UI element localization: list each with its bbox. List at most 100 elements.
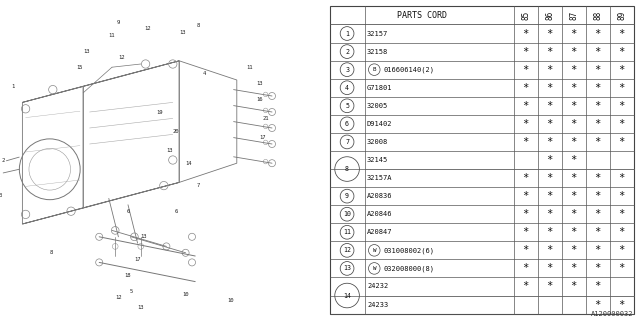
Text: *: * [618,119,625,129]
Text: *: * [547,119,553,129]
Text: *: * [570,263,577,273]
Text: *: * [547,245,553,255]
Text: *: * [522,83,529,93]
Text: *: * [522,47,529,57]
Text: 7: 7 [196,183,200,188]
Text: 11: 11 [246,65,253,70]
Text: *: * [547,28,553,38]
Text: *: * [618,101,625,111]
Text: *: * [595,209,601,219]
Text: *: * [595,173,601,183]
Text: G71801: G71801 [367,85,392,91]
Text: *: * [618,300,625,309]
Text: 9: 9 [345,193,349,199]
Text: *: * [522,227,529,237]
Text: 17: 17 [259,135,266,140]
Text: 3: 3 [0,193,2,198]
Text: *: * [595,65,601,75]
Text: *: * [570,83,577,93]
Text: 4: 4 [345,85,349,91]
Text: W: W [372,248,376,253]
Text: *: * [595,245,601,255]
Text: 12: 12 [115,295,122,300]
Text: 10: 10 [182,292,189,297]
Text: 16: 16 [256,97,262,102]
Text: 3: 3 [345,67,349,73]
Text: 12: 12 [118,55,125,60]
Text: *: * [570,47,577,57]
Text: B: B [372,67,376,72]
Text: *: * [547,155,553,165]
Text: 32157A: 32157A [367,175,392,181]
Text: 18: 18 [125,273,131,278]
Text: *: * [570,173,577,183]
Text: *: * [595,28,601,38]
Text: 89: 89 [617,11,626,20]
Text: 86: 86 [545,11,554,20]
Text: 12: 12 [144,26,150,31]
Text: *: * [595,300,601,309]
Text: *: * [547,209,553,219]
Text: 32157: 32157 [367,30,388,36]
Text: 8: 8 [345,166,349,172]
Text: 14: 14 [186,161,192,166]
Text: *: * [618,191,625,201]
Text: *: * [618,227,625,237]
Text: 13: 13 [141,234,147,239]
Text: 10: 10 [343,211,351,217]
Text: 9: 9 [116,20,120,25]
Text: *: * [595,137,601,147]
Text: 13: 13 [179,29,186,35]
Text: *: * [570,245,577,255]
Text: *: * [547,47,553,57]
Text: *: * [570,65,577,75]
Text: 1: 1 [345,30,349,36]
Text: 10: 10 [227,298,234,303]
Text: *: * [522,28,529,38]
Text: 032008000(8): 032008000(8) [383,265,434,272]
Text: 7: 7 [345,139,349,145]
Text: *: * [595,83,601,93]
Text: *: * [522,245,529,255]
Text: 32005: 32005 [367,103,388,109]
Text: *: * [570,137,577,147]
Text: *: * [595,119,601,129]
Text: *: * [595,47,601,57]
Text: *: * [570,191,577,201]
Text: A20836: A20836 [367,193,392,199]
Text: *: * [618,47,625,57]
Text: *: * [618,65,625,75]
Text: 8: 8 [196,23,200,28]
Text: 15: 15 [77,65,83,70]
Text: 2: 2 [345,49,349,55]
Text: *: * [522,263,529,273]
Text: *: * [618,83,625,93]
Text: 031008002(6): 031008002(6) [383,247,434,254]
Text: 8: 8 [49,250,53,255]
Text: 13: 13 [343,265,351,271]
Text: *: * [595,191,601,201]
Text: *: * [595,227,601,237]
Text: *: * [618,28,625,38]
Text: 13: 13 [256,81,262,86]
Text: 13: 13 [138,305,144,310]
Text: *: * [547,137,553,147]
Text: A120000032: A120000032 [591,311,634,317]
Text: 11: 11 [343,229,351,235]
Text: 5: 5 [129,289,133,294]
Text: 13: 13 [83,49,90,54]
Text: 19: 19 [157,109,163,115]
Text: *: * [570,227,577,237]
Text: *: * [595,263,601,273]
Text: *: * [570,119,577,129]
Text: *: * [618,245,625,255]
Text: 6: 6 [126,209,130,214]
Text: PARTS CORD: PARTS CORD [397,11,447,20]
Text: 32158: 32158 [367,49,388,55]
Text: 1: 1 [11,84,15,89]
Text: *: * [570,28,577,38]
Text: *: * [522,119,529,129]
Text: 2: 2 [1,157,5,163]
Text: 20: 20 [173,129,179,134]
Text: 32145: 32145 [367,157,388,163]
